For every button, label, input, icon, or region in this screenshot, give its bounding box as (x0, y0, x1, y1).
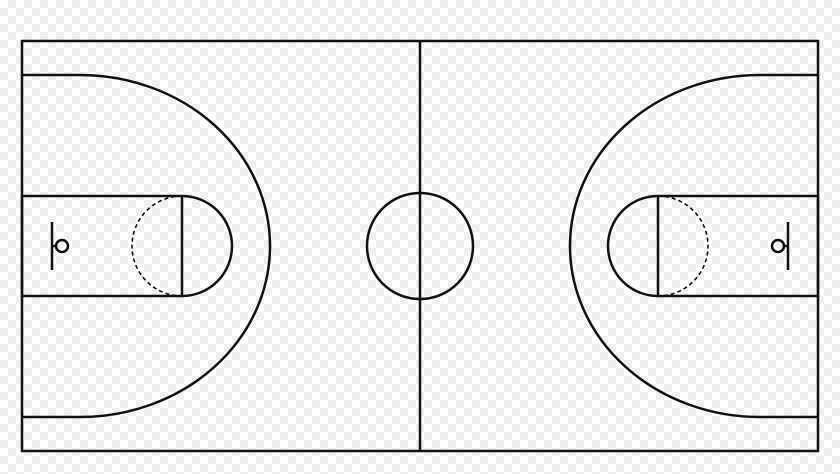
left-key (20, 194, 184, 298)
left-three-point-line (22, 73, 272, 419)
right-half (568, 73, 820, 419)
center-circle (365, 191, 475, 301)
left-rim (54, 238, 70, 254)
right-three-point-line (568, 73, 818, 419)
left-half (20, 73, 272, 419)
right-free-throw-arc (606, 194, 659, 298)
left-free-throw-arc-dashed (131, 195, 183, 297)
right-free-throw-arc-dashed (657, 195, 709, 297)
right-key (656, 194, 820, 298)
right-rim (770, 238, 786, 254)
left-free-throw-arc (181, 194, 234, 298)
